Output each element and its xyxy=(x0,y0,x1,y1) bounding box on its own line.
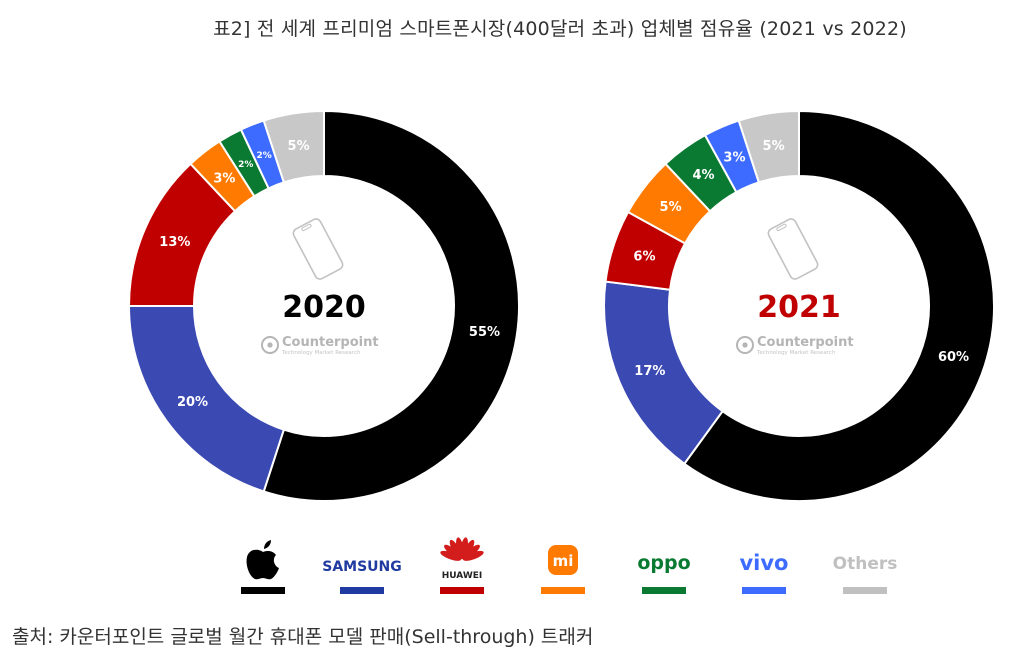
others-label: Others xyxy=(833,554,898,574)
counterpoint-tagline: Technology Market Research xyxy=(281,350,361,356)
huawei-wordmark: HUAWEI xyxy=(442,571,483,581)
slice-label-samsung: 20% xyxy=(177,395,208,410)
source-note: 출처: 카운터포인트 글로벌 월간 휴대폰 모델 판매(Sell-through… xyxy=(12,626,594,648)
legend-item-apple xyxy=(241,540,285,594)
chart-title: 표2] 전 세계 프리미엄 스마트폰시장(400달러 초과) 업체별 점유율 (… xyxy=(213,18,907,40)
legend-item-huawei: HUAWEI xyxy=(440,537,484,594)
slice-label-huawei: 13% xyxy=(159,235,190,250)
vivo-logo: vivo xyxy=(739,551,788,575)
slice-apple xyxy=(682,109,995,502)
year-label: 2020 xyxy=(282,290,366,325)
oppo-logo: oppo xyxy=(637,552,690,574)
legend-item-samsung: SAMSUNG xyxy=(322,559,402,594)
apple-logo-icon xyxy=(246,540,279,580)
slice-label-huawei: 6% xyxy=(633,249,655,264)
legend-swatch xyxy=(541,587,585,594)
year-label: 2021 xyxy=(757,290,841,325)
xiaomi-logo-icon xyxy=(548,545,578,575)
slice-label-xiaomi: 5% xyxy=(660,200,682,215)
legend-item-vivo: vivo xyxy=(739,551,789,594)
legend-swatch xyxy=(241,587,285,594)
slice-label-vivo: 3% xyxy=(723,151,745,166)
smartphone-icon xyxy=(292,218,344,280)
counterpoint-name: Counterpoint xyxy=(757,335,854,350)
slice-label-apple: 60% xyxy=(938,350,969,365)
donut-2020: 55%20%13%3%2%2%5%2020CounterpointTechnol… xyxy=(127,109,520,502)
legend-swatch xyxy=(843,587,887,594)
counterpoint-name: Counterpoint xyxy=(282,335,379,350)
slice-apple xyxy=(262,109,520,502)
slice-label-others: 5% xyxy=(763,139,785,154)
slice-label-vivo: 2% xyxy=(257,151,272,161)
legend-item-xiaomi: mi xyxy=(541,545,585,594)
legend-item-oppo: oppo xyxy=(637,552,691,594)
donut-2021: 60% 17% 6% 5% 4% 3% 5% 2021 CounterpointTechnolo… xyxy=(603,109,995,502)
legend-swatch xyxy=(440,587,484,594)
slice-label-samsung: 17% xyxy=(634,364,665,379)
legend-swatch xyxy=(742,587,786,594)
slice-others xyxy=(262,109,325,184)
smartphone-icon xyxy=(767,218,819,280)
legend-swatch xyxy=(340,587,384,594)
counterpoint-tagline: Technology Market Research xyxy=(756,350,836,356)
slice-label-oppo: 2% xyxy=(238,160,253,170)
slice-label-others: 5% xyxy=(288,139,310,154)
legend-item-others: Others xyxy=(833,554,898,594)
legend-swatch xyxy=(642,587,686,594)
legend: SAMSUNG HUAWEI mi oppo vivo Others xyxy=(241,537,897,594)
slice-label-apple: 55% xyxy=(469,325,500,340)
donut-charts: 55%20%13%3%2%2%5%2020CounterpointTechnol… xyxy=(127,109,995,502)
samsung-logo: SAMSUNG xyxy=(322,559,402,575)
slice-others xyxy=(737,109,800,184)
slice-label-oppo: 4% xyxy=(692,168,714,183)
slice-label-xiaomi: 3% xyxy=(213,171,235,186)
huawei-flower-icon xyxy=(440,537,484,561)
xiaomi-wordmark: mi xyxy=(553,552,574,570)
